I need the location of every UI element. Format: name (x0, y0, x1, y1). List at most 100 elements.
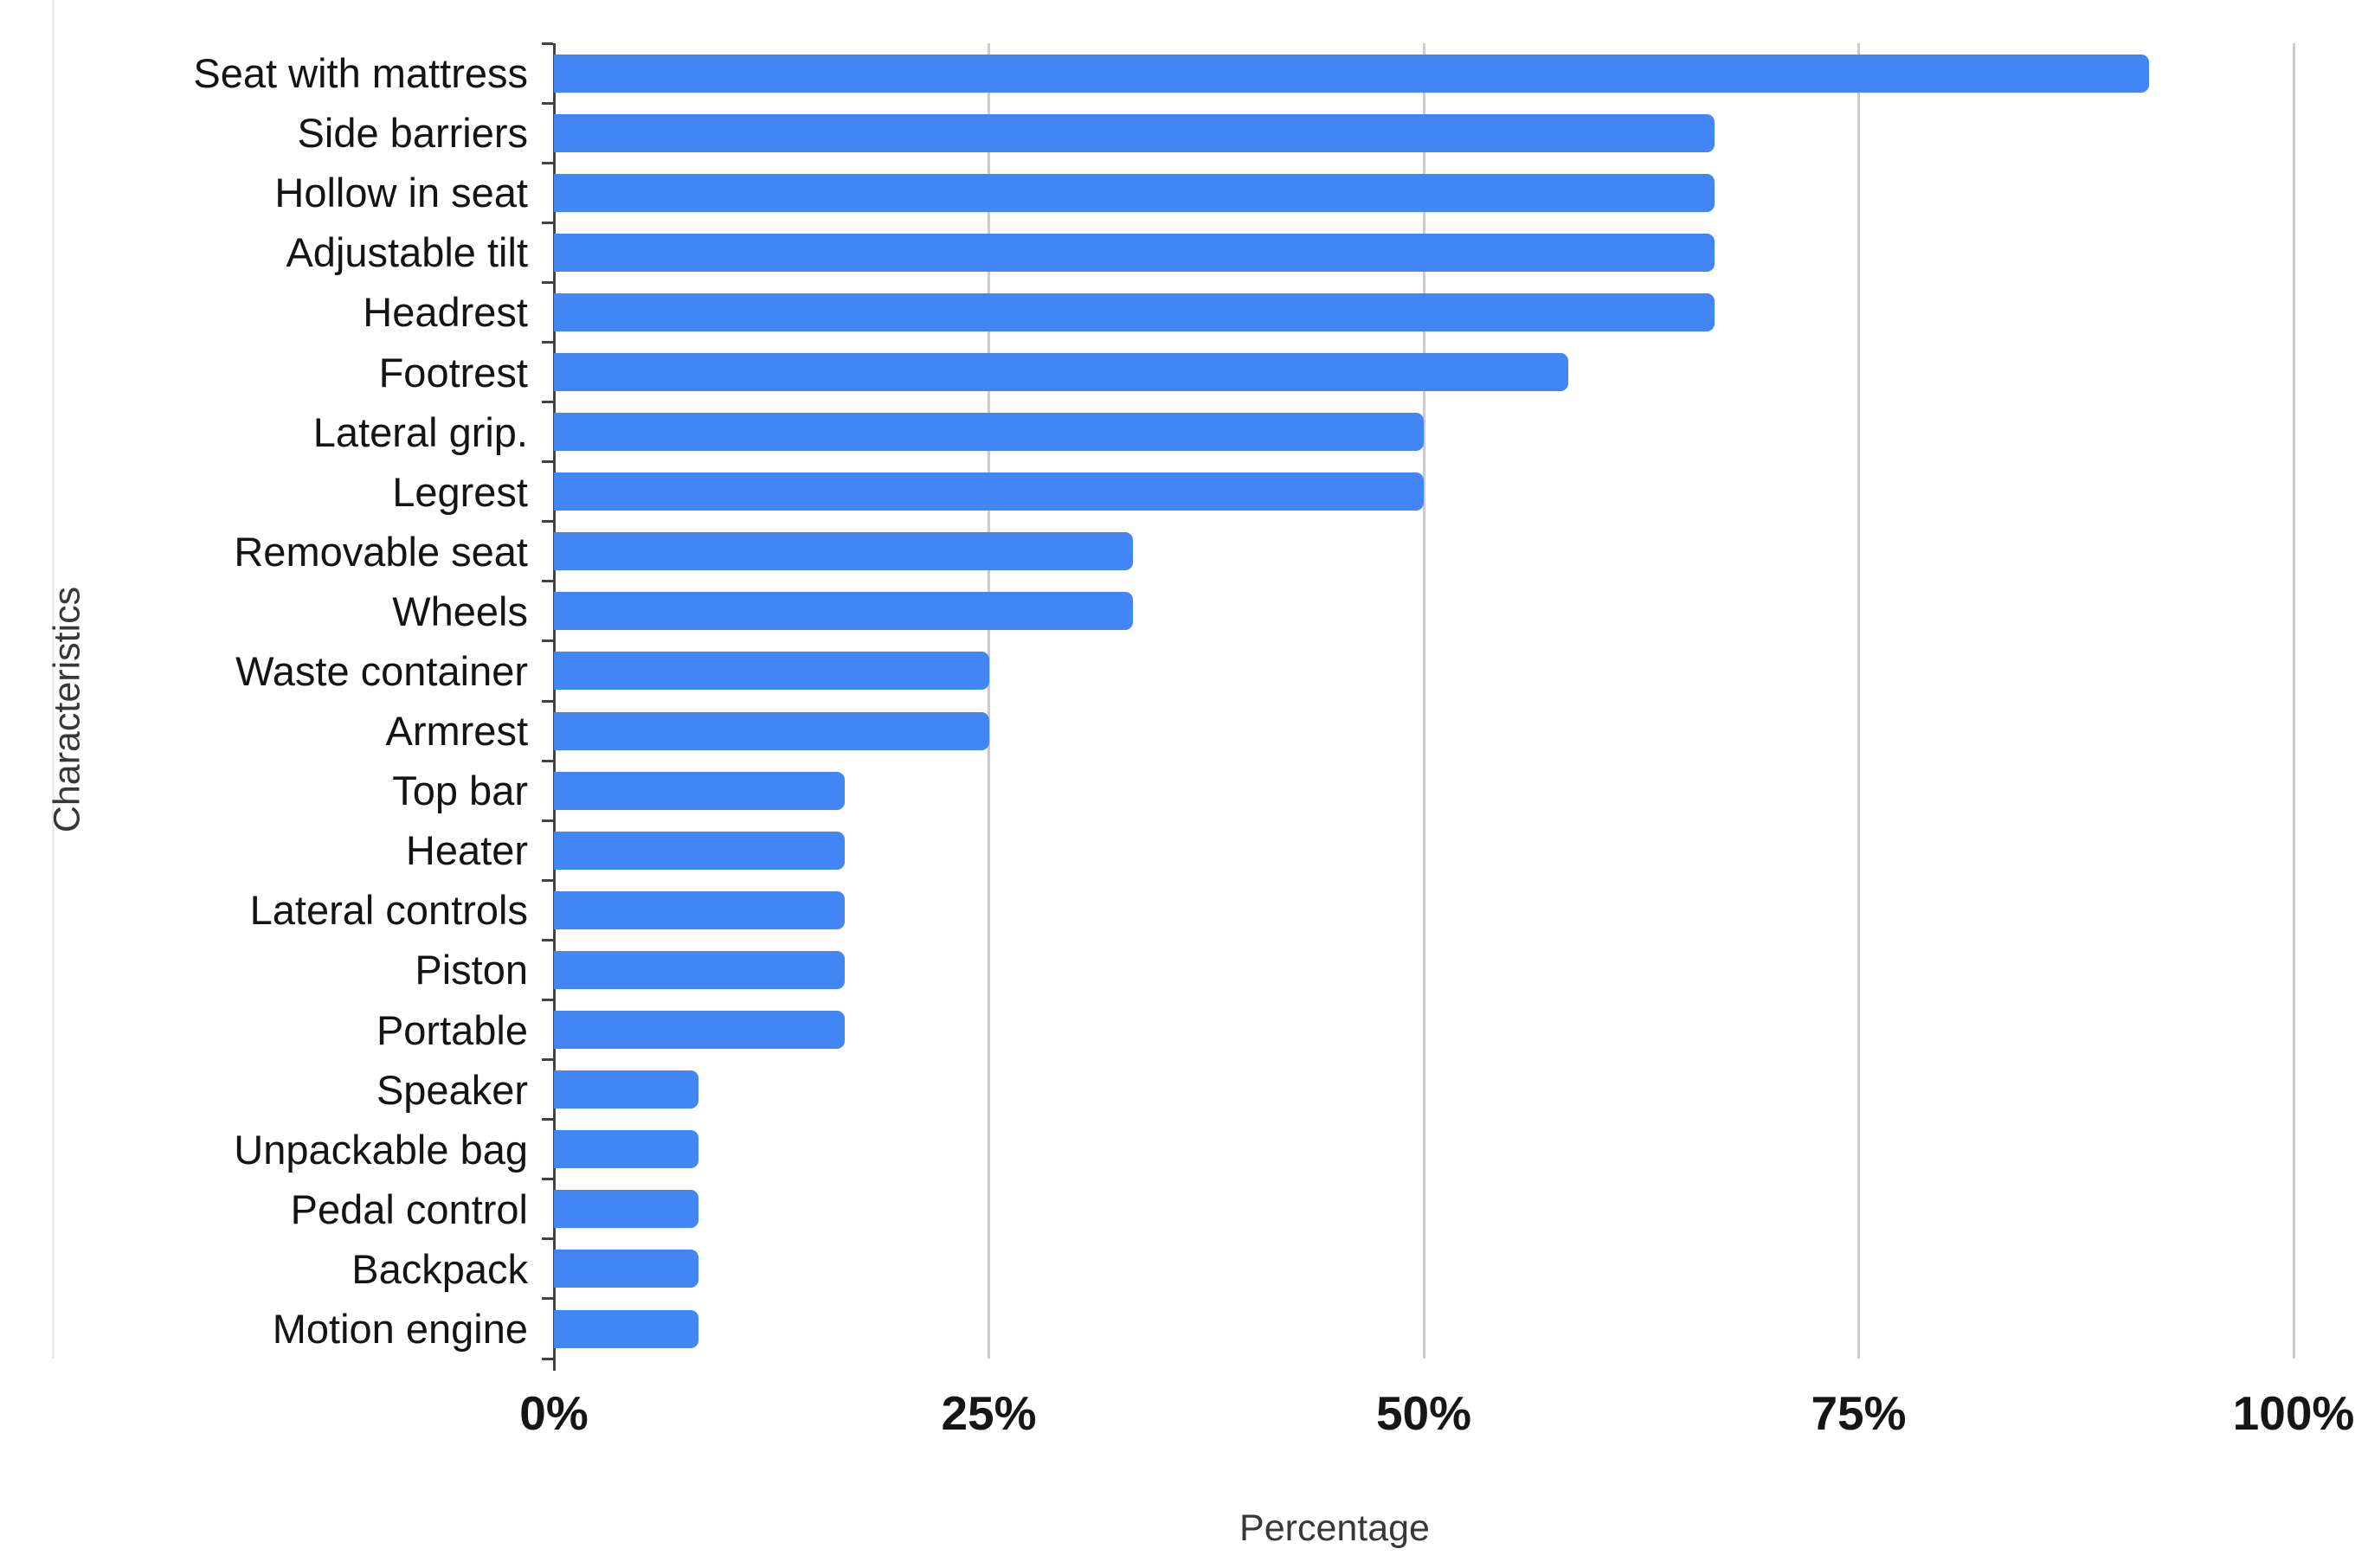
bar-heater (554, 831, 845, 870)
bar-piston (554, 950, 845, 989)
bar-row (554, 402, 2294, 462)
y-axis-tick (542, 520, 553, 524)
y-axis-tick (542, 1237, 553, 1241)
y-axis-tick (542, 401, 553, 404)
category-label: Piston (415, 947, 528, 993)
category-label: Hollow in seat (274, 170, 528, 216)
y-axis-tick (542, 878, 553, 882)
category-label: Heater (405, 827, 528, 874)
bar-row (554, 1060, 2294, 1120)
y-axis-tick (542, 1297, 553, 1301)
bar-pedal-control (554, 1190, 698, 1229)
y-axis-tick (542, 101, 553, 105)
bar-row (554, 103, 2294, 163)
bar-motion-engine (554, 1309, 698, 1348)
bar-wheels (554, 592, 1134, 631)
bar-seat-with-mattress (554, 54, 2150, 93)
category-label: Speaker (376, 1066, 528, 1113)
category-label: Backpack (351, 1245, 528, 1292)
bar-row (554, 222, 2294, 282)
bar-hollow-in-seat (554, 173, 1715, 212)
category-label: Waste container (235, 647, 528, 694)
bar-waste-container (554, 652, 989, 691)
category-label: Removable seat (234, 528, 528, 575)
bar-row (554, 880, 2294, 940)
x-tick-label-75: 75% (1811, 1386, 1907, 1440)
category-label: Top bar (392, 768, 528, 814)
category-label: Lateral controls (249, 887, 528, 934)
bar-series (554, 43, 2294, 1359)
x-tick-label-100: 100% (2232, 1386, 2355, 1440)
x-tick-label-50: 50% (1375, 1386, 1472, 1440)
bar-row (554, 1299, 2294, 1359)
category-axis-labels: Seat with mattress Side barriers Hollow in… (0, 43, 554, 1359)
x-axis-zero-tick (553, 1359, 556, 1371)
y-axis-tick (542, 639, 553, 643)
gridline-25 (988, 43, 990, 1359)
gridline-100 (2292, 43, 2295, 1359)
y-axis-tick (542, 998, 553, 1001)
x-tick-label-0: 0% (519, 1386, 589, 1440)
plot-area (542, 42, 2295, 1371)
category-label: Unpackable bag (234, 1126, 528, 1173)
bar-row (554, 701, 2294, 761)
y-axis-tick (542, 42, 553, 45)
category-label: Motion engine (272, 1306, 528, 1353)
y-axis-tick (542, 221, 553, 224)
category-label: Armrest (385, 708, 529, 755)
bar-row (554, 1000, 2294, 1060)
bar-portable (554, 1011, 845, 1050)
bar-row (554, 820, 2294, 880)
left-edge-artifact-line (52, 0, 55, 1359)
bar-row (554, 940, 2294, 999)
bar-row (554, 641, 2294, 701)
bar-top-bar (554, 771, 845, 810)
y-axis-tick (542, 1118, 553, 1121)
bar-adjustable-tilt (554, 233, 1715, 272)
y-axis-tick (542, 938, 553, 941)
bar-row (554, 1120, 2294, 1179)
x-tick-label-25: 25% (941, 1386, 1037, 1440)
gridline-75 (1857, 43, 1860, 1359)
bar-legrest (554, 472, 1424, 511)
y-axis-tick (542, 1058, 553, 1062)
bar-row (554, 462, 2294, 522)
category-label: Portable (376, 1006, 528, 1053)
bar-row (554, 163, 2294, 222)
bar-row (554, 43, 2294, 103)
category-label: Headrest (363, 289, 528, 336)
bar-lateral-grip (554, 413, 1424, 452)
bar-headrest (554, 292, 1715, 331)
bar-backpack (554, 1250, 698, 1288)
bar-armrest (554, 711, 989, 750)
category-label: Lateral grip. (312, 408, 528, 455)
category-label: Side barriers (297, 110, 528, 157)
bar-speaker (554, 1070, 698, 1109)
y-axis-tick (542, 580, 553, 583)
y-axis-tick (542, 280, 553, 284)
y-axis-tick (542, 161, 553, 164)
bar-removable-seat (554, 532, 1134, 571)
category-label: Seat with mattress (193, 50, 528, 97)
y-axis-tick (542, 759, 553, 762)
bar-row (554, 522, 2294, 582)
category-label: Adjustable tilt (286, 229, 528, 276)
y-axis-tick (542, 460, 553, 464)
bar-row (554, 342, 2294, 402)
x-axis-title: Percentage (1239, 1507, 1430, 1549)
bar-row (554, 282, 2294, 342)
bar-side-barriers (554, 113, 1715, 152)
y-axis-tick (542, 340, 553, 344)
y-axis-tick (542, 699, 553, 703)
y-axis-tick (542, 1178, 553, 1181)
category-label: Legrest (392, 468, 528, 515)
bar-unpackable-bag (554, 1130, 698, 1169)
category-label: Wheels (392, 588, 528, 634)
gridline-50 (1422, 43, 1425, 1359)
y-axis-tick (542, 1357, 553, 1360)
bar-row (554, 582, 2294, 641)
bar-lateral-controls (554, 890, 845, 929)
category-label: Footrest (378, 349, 528, 395)
category-label: Pedal control (290, 1186, 528, 1232)
